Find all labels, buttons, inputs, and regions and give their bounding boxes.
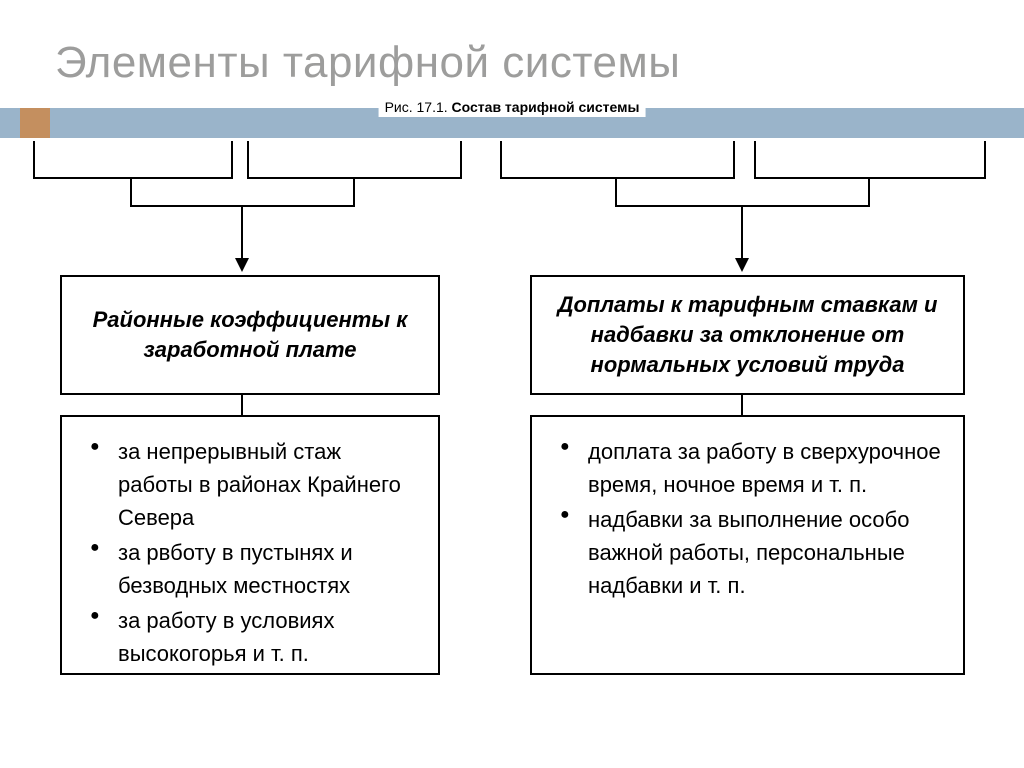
top-box-1 — [33, 141, 233, 179]
list-left: за непрерывный стаж работы в районах Кра… — [90, 435, 418, 670]
header-text-right: Доплаты к тарифным ставкам и надбавки за… — [552, 290, 943, 379]
bracket-right — [615, 179, 870, 207]
mid-connector-right — [741, 395, 743, 415]
accent-square — [20, 108, 50, 138]
list-item: доплата за работу в сверхурочное время, … — [560, 435, 943, 501]
list-item: за непрерывный стаж работы в районах Кра… — [90, 435, 418, 534]
top-box-3 — [500, 141, 735, 179]
header-box-right: Доплаты к тарифным ставкам и надбавки за… — [530, 275, 965, 395]
caption-prefix: Рис. 17.1. — [385, 99, 452, 115]
connector-line-left — [241, 207, 243, 261]
list-item: за работу в условиях высокогорья и т. п. — [90, 604, 418, 670]
list-right: доплата за работу в сверхурочное время, … — [560, 435, 943, 602]
header-box-left: Районные коэффициенты к заработной плате — [60, 275, 440, 395]
connector-line-right — [741, 207, 743, 261]
mid-connector-left — [241, 395, 243, 415]
caption-title: Состав тарифной системы — [452, 99, 640, 115]
list-item: за рвботу в пустынях и безводных местнос… — [90, 536, 418, 602]
arrowhead-right — [735, 258, 749, 272]
bracket-left — [130, 179, 355, 207]
top-box-2 — [247, 141, 462, 179]
arrowhead-left — [235, 258, 249, 272]
list-box-left: за непрерывный стаж работы в районах Кра… — [60, 415, 440, 675]
list-item: надбавки за выполнение особо важной рабо… — [560, 503, 943, 602]
figure-caption: Рис. 17.1. Состав тарифной системы — [379, 97, 646, 117]
list-box-right: доплата за работу в сверхурочное время, … — [530, 415, 965, 675]
top-box-4 — [754, 141, 986, 179]
page-title: Элементы тарифной системы — [55, 38, 680, 88]
header-text-left: Районные коэффициенты к заработной плате — [82, 305, 418, 364]
